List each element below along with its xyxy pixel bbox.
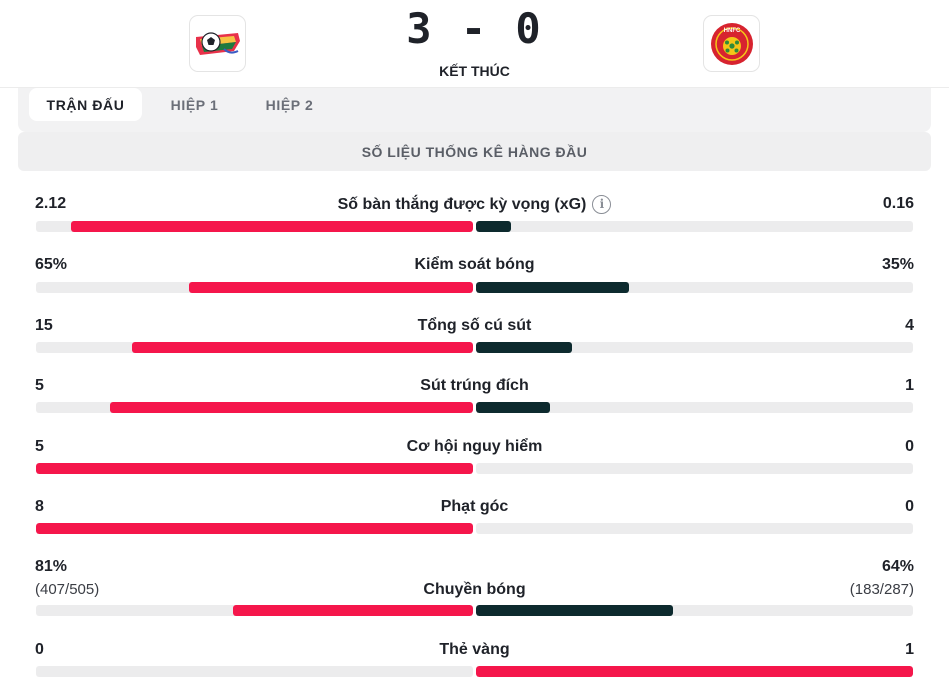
home-bar-fill (188, 282, 473, 293)
stat-label-text: Số bàn thắng được kỳ vọng (xG) (337, 196, 587, 213)
stat-home-value: 81% (35, 558, 68, 575)
away-bar-track (476, 342, 913, 353)
home-bar-fill (36, 463, 473, 474)
stat-label: Cơ hội nguy hiểm (406, 438, 543, 455)
stat-home-value: 8 (35, 498, 44, 515)
stat-away-value: 0 (905, 498, 914, 515)
home-bar-track (36, 342, 473, 353)
info-icon[interactable]: i (592, 195, 612, 214)
away-team-logo-icon: HNFC (710, 22, 753, 65)
home-bar-fill (70, 221, 473, 232)
stat-label: Kiểm soát bóng (414, 256, 535, 273)
period-tabs: TRẬN ĐẤU HIỆP 1 HIỆP 2 (18, 88, 931, 132)
home-team-logo[interactable] (189, 15, 246, 72)
match-score: 3 - 0 (406, 4, 543, 53)
away-bar-track (476, 221, 913, 232)
stat-label: Chuyền bóng (423, 581, 526, 598)
home-bar-track (36, 666, 473, 677)
match-status: KẾT THÚC (439, 63, 510, 79)
stat-away-value: 35% (881, 256, 914, 273)
stat-away-value: 0 (905, 438, 914, 455)
tab-match[interactable]: TRẬN ĐẤU (29, 88, 142, 121)
tab-first-half[interactable]: HIỆP 1 (170, 96, 219, 113)
away-logo-text: HNFC (723, 28, 740, 34)
away-bar-fill (476, 221, 511, 232)
away-team-logo[interactable]: HNFC (703, 15, 760, 72)
away-bar-fill (476, 342, 573, 353)
home-team-logo-icon (195, 31, 240, 55)
stat-label: Phạt góc (440, 498, 509, 515)
stat-away-value: 1 (905, 377, 914, 394)
home-bar-fill (110, 402, 473, 413)
home-bar-track (36, 605, 473, 616)
away-bar-track (476, 282, 913, 293)
stat-away-sub: (183/287) (849, 581, 914, 598)
home-bar-fill (132, 342, 473, 353)
stat-label: Số bàn thắng được kỳ vọng (xG) i (36, 195, 913, 214)
away-bar-track (476, 402, 913, 413)
away-bar-fill (476, 666, 913, 677)
stat-home-value: 2.12 (35, 195, 67, 212)
home-bar-track (36, 221, 473, 232)
away-bar-fill (476, 402, 551, 413)
home-bar-track (36, 463, 473, 474)
stat-label: Sút trúng đích (420, 377, 529, 394)
stat-label: Thẻ vàng (439, 641, 510, 658)
home-bar-track (36, 523, 473, 534)
tab-second-half[interactable]: HIỆP 2 (265, 96, 314, 113)
away-bar-track (476, 605, 913, 616)
stat-home-value: 5 (35, 438, 44, 455)
stat-away-value: 4 (905, 317, 914, 334)
section-title: SỐ LIỆU THỐNG KÊ HÀNG ĐẦU (18, 132, 931, 171)
away-bar-track (476, 523, 913, 534)
home-bar-track (36, 402, 473, 413)
away-bar-fill (476, 605, 673, 616)
stat-home-value: 0 (35, 641, 44, 658)
away-bar-track (476, 463, 913, 474)
stat-label: Tổng số cú sút (417, 317, 532, 334)
stat-home-value: 65% (35, 256, 68, 273)
stat-away-value: 64% (881, 558, 914, 575)
stat-home-sub: (407/505) (35, 581, 100, 598)
stat-home-value: 15 (35, 317, 53, 334)
away-bar-fill (476, 282, 629, 293)
stat-away-value: 1 (905, 641, 914, 658)
home-bar-fill (232, 605, 473, 616)
home-bar-track (36, 282, 473, 293)
match-header: 3 - 0 KẾT THÚC HNFC (0, 0, 949, 88)
stat-away-value: 0.16 (882, 195, 914, 212)
away-bar-track (476, 666, 913, 677)
home-bar-fill (36, 523, 473, 534)
stat-home-value: 5 (35, 377, 44, 394)
